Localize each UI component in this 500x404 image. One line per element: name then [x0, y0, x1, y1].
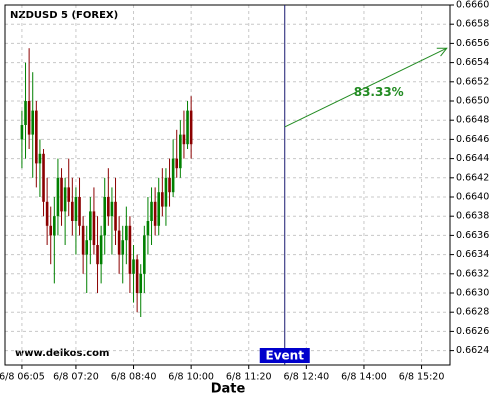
candle-body — [35, 110, 38, 164]
x-tick-label: 6/8 08:40 — [111, 372, 157, 383]
x-tick-label: 6/8 06:05 — [0, 372, 45, 383]
x-tick-label: 6/8 15:20 — [399, 372, 445, 383]
candle-body — [38, 153, 42, 164]
candle-body — [89, 211, 92, 241]
y-tick-label: 0.6644 — [456, 153, 489, 164]
y-tick-label: 0.6626 — [456, 326, 489, 337]
candle-body — [31, 110, 35, 135]
candle-body — [139, 273, 143, 293]
candle-body — [49, 225, 53, 236]
candle-body — [186, 110, 189, 145]
candle-body — [117, 230, 121, 255]
candle-body — [85, 240, 89, 255]
x-tick-label: 6/8 12:40 — [284, 372, 330, 383]
x-tick-label: 6/8 07:20 — [53, 372, 99, 383]
candle-body — [164, 177, 168, 207]
candle-body — [128, 225, 132, 274]
candle-body — [161, 192, 164, 207]
candle-body — [45, 201, 49, 226]
y-tick-label: 0.6656 — [456, 38, 489, 49]
y-tick-label: 0.6652 — [456, 76, 489, 87]
y-tick-label: 0.6646 — [456, 134, 489, 145]
y-tick-label: 0.6638 — [456, 211, 489, 222]
candle-body — [135, 259, 139, 293]
y-tick-label: 0.6634 — [456, 249, 489, 260]
candle-body — [125, 225, 128, 241]
candle-body — [63, 187, 67, 212]
candle-body — [179, 134, 182, 169]
y-tick-label: 0.6650 — [456, 96, 489, 107]
event-label: Event — [266, 349, 305, 363]
chart-title: NZDUSD 5 (FOREX) — [10, 10, 118, 21]
candle-body — [189, 110, 193, 145]
candle-body — [56, 177, 60, 217]
candle-body — [182, 134, 186, 145]
candle-body — [168, 177, 171, 193]
prediction-label: 83.33% — [354, 85, 404, 99]
y-tick-label: 0.6632 — [456, 268, 489, 279]
y-tick-label: 0.6628 — [456, 307, 489, 318]
candle-body — [107, 197, 110, 217]
event-label-box — [259, 348, 310, 363]
candle-body — [74, 197, 78, 221]
candle-body — [42, 153, 45, 202]
arrow-head — [436, 47, 448, 57]
y-tick-label: 0.6624 — [456, 345, 489, 356]
x-axis-label: Date — [211, 382, 246, 397]
candle-body — [103, 197, 107, 236]
candle-body — [121, 240, 125, 255]
candle-body — [110, 201, 114, 217]
candle-body — [20, 125, 24, 140]
candle-body — [60, 177, 63, 212]
candle-body — [99, 235, 103, 265]
x-tick-label: 6/8 11:20 — [226, 372, 272, 383]
candle-body — [71, 201, 74, 221]
candle-body — [92, 211, 96, 245]
y-tick-label: 0.6648 — [456, 115, 489, 126]
plot-frame — [4, 4, 451, 366]
candle-body — [81, 225, 85, 255]
candle-body — [157, 192, 161, 226]
prediction-arrow — [284, 47, 447, 128]
candle-body — [67, 187, 71, 202]
y-tick-label: 0.6660 — [456, 0, 489, 11]
candle-body — [114, 201, 117, 231]
y-tick-label: 0.6642 — [456, 172, 489, 183]
candle-body — [150, 201, 153, 221]
candle-body — [24, 101, 27, 125]
y-tick-label: 0.6658 — [456, 19, 489, 30]
candle-body — [132, 259, 135, 274]
y-tick-label: 0.6654 — [456, 57, 489, 68]
watermark: www.delkos.com — [15, 348, 109, 359]
x-tick-label: 6/8 10:00 — [168, 372, 214, 383]
candle-body — [143, 235, 146, 274]
candle-body — [146, 221, 150, 236]
y-tick-label: 0.6630 — [456, 288, 489, 299]
candle-body — [153, 201, 157, 226]
candle-body — [175, 158, 179, 169]
candle-body — [78, 197, 81, 226]
candle-body — [171, 158, 175, 193]
x-tick-label: 6/8 14:00 — [341, 372, 387, 383]
y-tick-label: 0.6640 — [456, 192, 489, 203]
y-tick-label: 0.6636 — [456, 230, 489, 241]
candle-body — [96, 245, 99, 265]
candle-body — [53, 216, 56, 236]
candle-body — [27, 101, 31, 135]
